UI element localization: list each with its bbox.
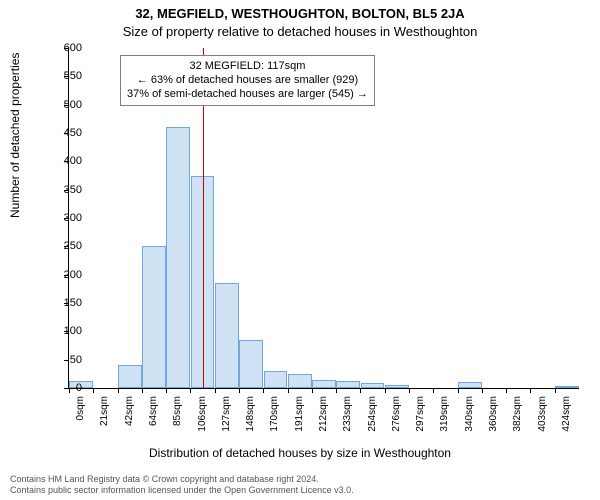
xtick [263, 388, 264, 393]
histogram-bar [142, 246, 166, 388]
xtick-label: 424sqm [561, 396, 572, 432]
histogram-bar [166, 127, 190, 388]
xtick-label: 64sqm [148, 396, 159, 426]
xtick-label: 85sqm [172, 396, 183, 426]
xtick-label: 276sqm [391, 396, 402, 432]
xtick [312, 388, 313, 393]
annotation-line3: 37% of semi-detached houses are larger (… [127, 87, 368, 101]
xtick-label: 148sqm [245, 396, 256, 432]
histogram-bar [336, 381, 360, 388]
histogram-bar [215, 283, 239, 388]
xtick [93, 388, 94, 393]
chart-title-line2: Size of property relative to detached ho… [0, 24, 600, 39]
x-axis-label: Distribution of detached houses by size … [0, 446, 600, 460]
annotation-line1: 32 MEGFIELD: 117sqm [127, 59, 368, 73]
xtick-label: 382sqm [512, 396, 523, 432]
ytick-label: 100 [42, 325, 82, 337]
xtick [385, 388, 386, 393]
histogram-bar [555, 386, 579, 388]
ytick-label: 600 [42, 42, 82, 54]
xtick [239, 388, 240, 393]
ytick-label: 400 [42, 155, 82, 167]
y-axis-label: Number of detached properties [8, 53, 22, 218]
ytick-label: 50 [42, 354, 82, 366]
xtick [166, 388, 167, 393]
xtick-label: 254sqm [367, 396, 378, 432]
xtick-label: 170sqm [269, 396, 280, 432]
xtick-label: 233sqm [342, 396, 353, 432]
xtick-label: 0sqm [75, 396, 86, 420]
xtick-label: 191sqm [294, 396, 305, 432]
xtick [506, 388, 507, 393]
histogram-bar [118, 365, 142, 388]
xtick [555, 388, 556, 393]
ytick-label: 450 [42, 127, 82, 139]
ytick-label: 200 [42, 269, 82, 281]
xtick [433, 388, 434, 393]
xtick [118, 388, 119, 393]
xtick-label: 42sqm [124, 396, 135, 426]
ytick-label: 250 [42, 240, 82, 252]
histogram-bar [312, 380, 336, 389]
footer-line1: Contains HM Land Registry data © Crown c… [10, 474, 354, 485]
xtick [215, 388, 216, 393]
xtick [409, 388, 410, 393]
xtick-label: 127sqm [221, 396, 232, 432]
xtick-label: 212sqm [318, 396, 329, 432]
xtick-label: 340sqm [464, 396, 475, 432]
histogram-bar [288, 374, 312, 388]
xtick-label: 360sqm [488, 396, 499, 432]
ytick-label: 300 [42, 212, 82, 224]
annotation-box: 32 MEGFIELD: 117sqm← 63% of detached hou… [120, 55, 375, 106]
footer-line2: Contains public sector information licen… [10, 485, 354, 496]
ytick-label: 150 [42, 297, 82, 309]
xtick-label: 319sqm [439, 396, 450, 432]
xtick [190, 388, 191, 393]
xtick-label: 106sqm [197, 396, 208, 432]
footer-attribution: Contains HM Land Registry data © Crown c… [10, 474, 354, 496]
chart-title-line1: 32, MEGFIELD, WESTHOUGHTON, BOLTON, BL5 … [0, 6, 600, 21]
xtick [360, 388, 361, 393]
histogram-bar [239, 340, 263, 388]
annotation-line2: ← 63% of detached houses are smaller (92… [127, 73, 368, 87]
xtick [142, 388, 143, 393]
histogram-bar [385, 385, 409, 388]
xtick [288, 388, 289, 393]
xtick-label: 21sqm [99, 396, 110, 426]
plot-area: 0sqm21sqm42sqm64sqm85sqm106sqm127sqm148s… [68, 48, 579, 389]
ytick-label: 350 [42, 184, 82, 196]
xtick [530, 388, 531, 393]
histogram-bar [264, 371, 288, 388]
histogram-bar [458, 382, 482, 388]
histogram-bar [361, 383, 385, 388]
xtick-label: 403sqm [537, 396, 548, 432]
xtick [482, 388, 483, 393]
xtick [458, 388, 459, 393]
xtick [336, 388, 337, 393]
ytick-label: 500 [42, 99, 82, 111]
ytick-label: 550 [42, 70, 82, 82]
histogram-chart: 32, MEGFIELD, WESTHOUGHTON, BOLTON, BL5 … [0, 0, 600, 500]
xtick-label: 297sqm [415, 396, 426, 432]
ytick-label: 0 [42, 382, 82, 394]
